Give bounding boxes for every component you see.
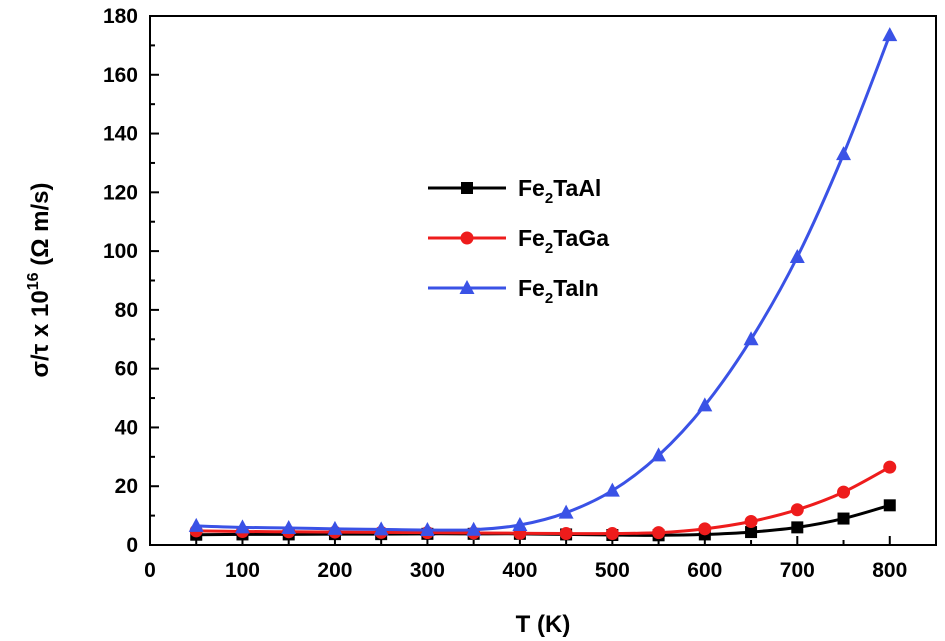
data-point: [698, 522, 712, 536]
data-point: [883, 460, 897, 474]
legend-marker: [461, 182, 473, 194]
data-point: [234, 519, 250, 534]
data-point: [789, 248, 805, 263]
x-tick-label: 600: [687, 559, 722, 582]
series-layer: [188, 27, 898, 542]
data-point: [605, 527, 619, 541]
data-point: [882, 27, 898, 42]
legend-label-subscript: 2: [545, 290, 553, 307]
legend-label-subscript: 2: [545, 190, 553, 207]
data-point: [373, 521, 389, 536]
x-tick-label: 700: [780, 559, 815, 582]
legend-label: Fe2TaGa: [518, 225, 609, 257]
x-tick-label: 100: [225, 559, 260, 582]
data-point: [837, 485, 851, 499]
y-tick-label: 80: [115, 299, 138, 322]
legend-label: Fe2TaIn: [518, 275, 599, 307]
legend-item: Fe2TaGa: [428, 225, 609, 257]
legend-label-rest: TaAl: [553, 175, 601, 201]
data-point: [651, 447, 667, 462]
data-point: [790, 503, 804, 517]
legend-item: Fe2TaIn: [428, 275, 599, 307]
y-tick-label: 120: [103, 181, 138, 204]
data-point: [188, 517, 204, 532]
x-tick-label: 800: [872, 559, 907, 582]
legend-label-base: Fe: [518, 225, 545, 251]
data-point: [604, 482, 620, 497]
y-tick-label: 20: [115, 475, 138, 498]
legend-label-rest: TaGa: [553, 225, 609, 251]
y-tick-label: 140: [103, 123, 138, 146]
data-point: [697, 397, 713, 412]
y-axis: 0 20 40 60 80 100 120 140 160 180: [103, 5, 159, 557]
x-tick-label: 400: [502, 559, 537, 582]
x-tick-label: 0: [144, 559, 156, 582]
series-Fe2TaIn: [188, 27, 898, 537]
legend-label-base: Fe: [518, 275, 545, 301]
data-point: [512, 517, 528, 532]
series-line: [196, 465, 891, 536]
data-point: [791, 521, 804, 534]
legend-marker: [459, 280, 475, 294]
legend-label-rest: TaIn: [553, 275, 599, 301]
data-point: [883, 499, 896, 512]
data-point: [327, 520, 343, 535]
y-tick-label: 0: [126, 534, 138, 557]
y-tick-label: 40: [115, 416, 138, 439]
x-tick-label: 300: [410, 559, 445, 582]
legend-marker: [460, 231, 474, 245]
legend-label-subscript: 2: [545, 240, 553, 257]
y-axis-title-unit: (Ω m/s): [27, 183, 54, 273]
y-axis-title-main: σ/τ x 10: [27, 290, 54, 377]
y-tick-label: 60: [115, 358, 138, 381]
legend-label-base: Fe: [518, 175, 545, 201]
data-point: [652, 526, 666, 540]
data-point: [559, 527, 573, 541]
x-axis: 0 100 200 300 400 500 600 700 800: [144, 536, 907, 582]
data-point: [466, 521, 482, 536]
y-tick-label: 180: [103, 5, 138, 28]
data-point: [743, 331, 759, 346]
data-point: [744, 514, 758, 528]
legend-label: Fe2TaAl: [518, 175, 601, 207]
data-point: [419, 522, 435, 537]
data-point: [281, 519, 297, 534]
y-tick-label: 160: [103, 64, 138, 87]
y-axis-title: σ/τ x 1016 (Ω m/s): [25, 183, 54, 378]
x-axis-title: T (K): [516, 611, 571, 638]
y-tick-label: 100: [103, 240, 138, 263]
data-point: [558, 504, 574, 519]
x-tick-label: 200: [317, 559, 352, 582]
data-point: [837, 512, 850, 525]
y-axis-title-exponent: 16: [25, 272, 42, 290]
data-point: [745, 526, 758, 539]
data-point: [836, 146, 852, 161]
x-tick-label: 500: [595, 559, 630, 582]
legend-item: Fe2TaAl: [428, 175, 601, 207]
